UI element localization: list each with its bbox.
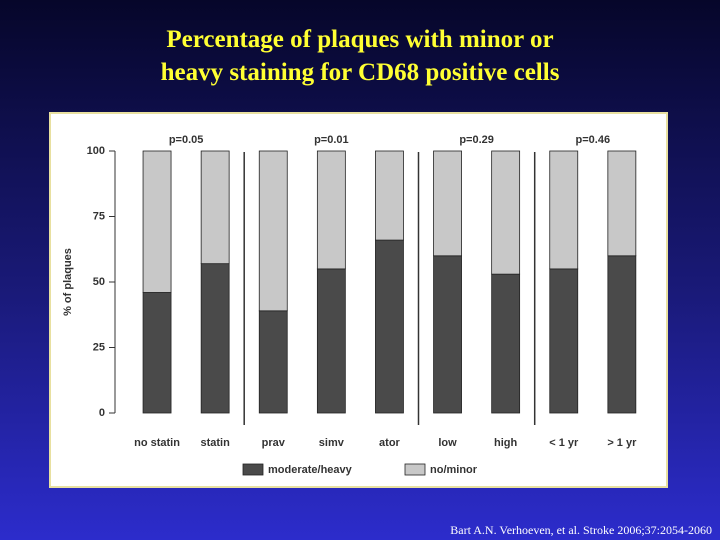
y-axis-label: % of plaques	[62, 248, 74, 316]
legend-swatch	[242, 463, 264, 476]
x-tick-label: < 1 yr	[549, 437, 579, 449]
x-tick-label: simv	[319, 437, 345, 449]
bar-segment	[549, 268, 579, 414]
x-tick-label: low	[438, 437, 457, 449]
bar-segment	[549, 150, 579, 270]
y-tick-label: 25	[93, 341, 105, 353]
bar-segment	[375, 239, 404, 414]
p-value: p=0.01	[314, 134, 349, 146]
bar-segment	[142, 150, 172, 293]
x-tick-label: statin	[200, 437, 230, 449]
bar-segment	[258, 150, 288, 312]
bar-segment	[491, 273, 521, 414]
legend-label: moderate/heavy	[268, 464, 353, 476]
legend-swatch	[404, 463, 426, 476]
bar-segment	[375, 150, 404, 241]
bar-segment	[316, 268, 346, 414]
bar-segment	[433, 150, 462, 257]
x-tick-label: high	[494, 437, 517, 449]
legend-label: no/minor	[430, 464, 478, 476]
bar-segment	[491, 150, 521, 275]
p-value: p=0.46	[576, 134, 611, 146]
y-tick-label: 0	[99, 407, 105, 419]
bar-segment	[200, 263, 230, 414]
title-line: Percentage of plaques with minor or	[166, 26, 554, 53]
x-tick-label: ator	[379, 437, 401, 449]
bar-segment	[316, 150, 346, 270]
bar-segment	[200, 150, 230, 265]
source: Bart A.N. Verhoeven, et al. Stroke 2006;…	[450, 523, 712, 537]
y-tick-label: 100	[87, 145, 105, 157]
y-tick-label: 75	[93, 210, 105, 222]
bar-segment	[258, 310, 288, 414]
x-tick-label: no statin	[134, 437, 180, 449]
bar-segment	[607, 255, 637, 414]
bar-segment	[433, 255, 462, 414]
bar-segment	[607, 150, 637, 257]
x-tick-label: prav	[262, 437, 286, 449]
p-value: p=0.29	[459, 134, 494, 146]
x-tick-label: > 1 yr	[607, 437, 637, 449]
y-tick-label: 50	[93, 276, 105, 288]
p-value: p=0.05	[169, 134, 204, 146]
bar-segment	[142, 292, 172, 414]
title-line: heavy staining for CD68 positive cells	[160, 59, 560, 86]
